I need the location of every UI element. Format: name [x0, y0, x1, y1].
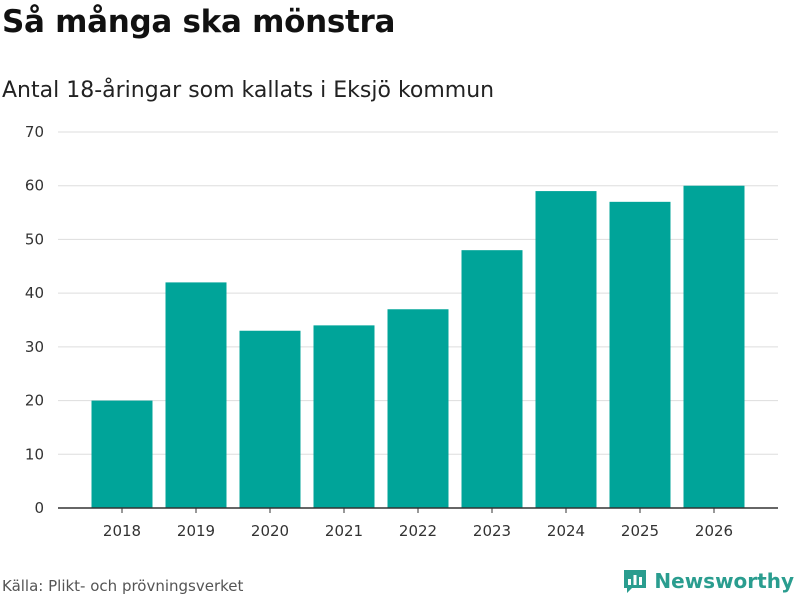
x-tick-label: 2019: [177, 522, 215, 540]
bar-chart-speech-bubble-icon: [624, 570, 647, 593]
bar-2024: [535, 191, 597, 509]
y-tick-label: 30: [25, 338, 44, 356]
y-tick-label: 0: [34, 499, 44, 517]
bar-2019: [165, 282, 227, 508]
x-tick-label: 2023: [473, 522, 511, 540]
y-tick-label: 40: [25, 284, 44, 302]
bar-2022: [387, 309, 449, 508]
x-tick-label: 2026: [695, 522, 733, 540]
chart-title: Så många ska mönstra: [2, 4, 396, 40]
bar-2023: [461, 250, 523, 508]
y-tick-label: 10: [25, 445, 44, 463]
y-tick-label: 60: [25, 177, 44, 195]
y-tick-label: 70: [25, 123, 44, 141]
bar-2026: [683, 185, 745, 508]
x-axis-ticks: 2018 2019 2020 2021 2022 2023 2024 2025 2026: [103, 508, 733, 540]
bar-2020: [239, 330, 301, 508]
bar-2018: [91, 400, 153, 508]
bars: [91, 185, 745, 509]
y-tick-label: 20: [25, 392, 44, 410]
bar-2021: [313, 325, 375, 508]
brand-logo: Newsworthy: [622, 568, 794, 594]
y-tick-label: 50: [25, 230, 44, 248]
brand-name: Newsworthy: [654, 569, 794, 593]
chart-subtitle: Antal 18-åringar som kallats i Eksjö kom…: [2, 78, 495, 103]
x-tick-label: 2024: [547, 522, 585, 540]
x-tick-label: 2021: [325, 522, 363, 540]
x-tick-label: 2020: [251, 522, 289, 540]
x-tick-label: 2018: [103, 522, 141, 540]
bar-2025: [609, 201, 671, 509]
y-axis-ticks: 0 10 20 30 40 50 60 70: [25, 123, 44, 517]
x-tick-label: 2025: [621, 522, 659, 540]
x-tick-label: 2022: [399, 522, 437, 540]
source-note: Källa: Plikt- och prövningsverket: [2, 577, 244, 595]
